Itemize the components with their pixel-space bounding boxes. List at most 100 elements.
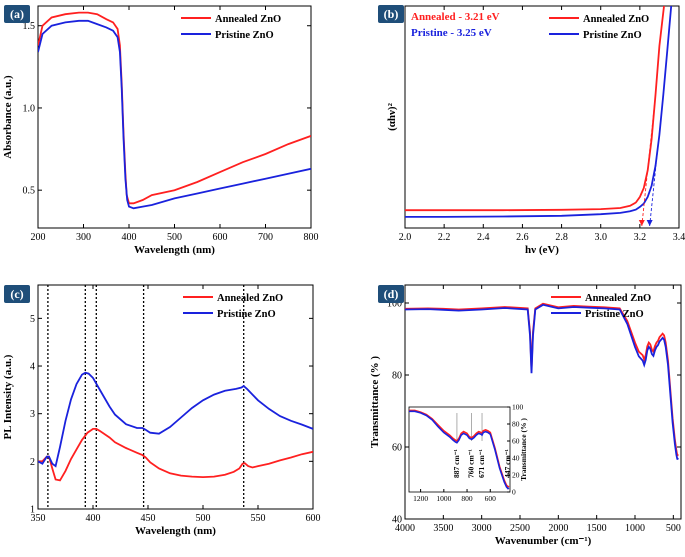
- x-tick-label: 800: [304, 232, 319, 243]
- x-tick-label: 3.0: [594, 232, 607, 243]
- y-tick-label: 100: [387, 299, 402, 310]
- inset-peak-annotation: 447 cm⁻¹: [503, 449, 512, 478]
- x-tick-label: 350: [31, 513, 46, 524]
- x-tick-label: 3.2: [634, 232, 647, 243]
- y-tick-label: 3: [30, 409, 35, 420]
- x-tick-label: 1000: [625, 523, 645, 534]
- plot-frame: [404, 5, 680, 229]
- x-tick-label: 450: [141, 513, 156, 524]
- tangent-line: [649, 94, 664, 227]
- x-tick-label: 550: [251, 513, 266, 524]
- x-tick-label: 600: [306, 513, 321, 524]
- panel-label: (a): [10, 7, 24, 21]
- panel-label-badge: [4, 285, 30, 303]
- legend-entry: Pristine ZnO: [583, 30, 642, 41]
- x-tick-label: 2.6: [516, 232, 529, 243]
- legend-entry: Annealed ZnO: [585, 293, 651, 304]
- y-tick-label: 0.5: [23, 186, 36, 197]
- legend-entry: Annealed ZnO: [217, 293, 283, 304]
- inset-y-tick-label: 0: [512, 488, 516, 497]
- y-tick-label: 40: [392, 515, 402, 526]
- legend-entry: Annealed ZnO: [215, 14, 281, 25]
- panel-2: 2.0 2.2 2.4 2.6 2.8 3.0 3.2 3.4 hν (eV) (αhν)² (b)…: [378, 5, 685, 256]
- legend-entry: Pristine ZnO: [217, 309, 276, 320]
- x-axis-label: Wavelength (nm): [135, 525, 216, 537]
- series-line: [38, 427, 313, 482]
- x-tick-label: 500: [666, 523, 681, 534]
- inset-x-tick-label: 600: [485, 494, 497, 503]
- bandgap-annotation: Pristine - 3.25 eV: [411, 27, 492, 39]
- series-line: [38, 11, 311, 205]
- y-tick-label: 5: [30, 314, 35, 325]
- y-axis-label: Transmittance (% ): [369, 356, 381, 448]
- y-tick-label: 1.5: [23, 21, 36, 32]
- x-tick-label: 2.4: [477, 232, 490, 243]
- legend-entry: Annealed ZnO: [583, 14, 649, 25]
- inset-peak-annotation: 760 cm⁻¹: [467, 449, 476, 478]
- panel-label-badge: [4, 5, 30, 23]
- y-tick-label: 80: [392, 371, 402, 382]
- x-axis-label: Wavelength (nm): [134, 244, 215, 256]
- plot-frame: [37, 284, 314, 510]
- tangent-line: [641, 94, 656, 227]
- inset-peak-annotation: 671 cm⁻¹: [477, 449, 486, 478]
- inset-y-axis-label: Transmittance (% ): [519, 418, 528, 481]
- y-tick-label: 2: [30, 457, 35, 468]
- inset-y-tick-label: 20: [512, 471, 520, 480]
- panel-label-badge: [378, 285, 404, 303]
- x-tick-label: 2.2: [438, 232, 451, 243]
- y-axis-label: (αhν)²: [386, 102, 398, 130]
- x-tick-label: 3000: [472, 523, 492, 534]
- legend-entry: Pristine ZnO: [215, 30, 274, 41]
- y-axis-label: PL Intensity (a.u.): [2, 354, 14, 439]
- x-tick-label: 2.0: [399, 232, 412, 243]
- legend-entry: Pristine ZnO: [585, 309, 644, 320]
- x-tick-label: 1500: [587, 523, 607, 534]
- bandgap-arrow: [646, 220, 653, 226]
- x-tick-label: 300: [76, 232, 91, 243]
- x-tick-label: 500: [167, 232, 182, 243]
- panel-4: 4000 3500 3000 2500 2000 1500 1000 500406080100…: [369, 284, 682, 547]
- inset-y-tick-label: 80: [512, 420, 520, 429]
- inset-series-line: [409, 410, 510, 490]
- panel-label-badge: [378, 5, 404, 23]
- x-axis-label: hν (eV): [525, 244, 559, 256]
- x-tick-label: 3500: [433, 523, 453, 534]
- panel-1: 200 300 400 500 600 700 800 0.5 1.0 1.5 Wavelength…: [2, 5, 319, 256]
- x-tick-label: 3.4: [673, 232, 685, 243]
- panel-label: (b): [384, 7, 399, 21]
- x-axis-label: Wavenumber (cm⁻¹): [495, 535, 592, 547]
- inset-x-tick-label: 1000: [436, 494, 451, 503]
- inset-y-tick-label: 40: [512, 454, 520, 463]
- x-tick-label: 400: [86, 513, 101, 524]
- x-tick-label: 500: [196, 513, 211, 524]
- inset-y-tick-label: 60: [512, 437, 520, 446]
- x-tick-label: 200: [31, 232, 46, 243]
- bandgap-annotation: Annealed - 3.21 eV: [411, 11, 500, 23]
- x-tick-label: 600: [213, 232, 228, 243]
- series-line: [405, 303, 679, 460]
- y-tick-label: 1.0: [23, 103, 36, 114]
- y-axis-label: Absorbance (a.u.): [2, 75, 14, 159]
- panel-3: 350 400 450 500 550 600 1 2 3 4 5 Wavelength (nm) PL…: [2, 284, 321, 537]
- inset-y-tick-label: 100: [512, 403, 524, 412]
- panel-label: (d): [384, 287, 399, 301]
- x-tick-label: 2.8: [555, 232, 568, 243]
- panel-label: (c): [10, 287, 23, 301]
- x-tick-label: 4000: [395, 523, 415, 534]
- x-tick-label: 400: [122, 232, 137, 243]
- x-tick-label: 2000: [548, 523, 568, 534]
- x-tick-label: 2500: [510, 523, 530, 534]
- series-line: [38, 19, 311, 210]
- inset-frame: [408, 406, 511, 493]
- y-tick-label: 4: [30, 362, 35, 373]
- bandgap-arrow: [638, 220, 645, 226]
- series-line: [38, 371, 313, 468]
- plot-frame: [404, 284, 682, 520]
- y-tick-label: 1: [30, 505, 35, 516]
- x-tick-label: 700: [258, 232, 273, 243]
- y-tick-label: 60: [392, 443, 402, 454]
- inset-plot: 1200 1000 800 600 0 20 40 60 80 100 Transmittance …: [408, 403, 528, 503]
- inset-x-tick-label: 1200: [413, 494, 428, 503]
